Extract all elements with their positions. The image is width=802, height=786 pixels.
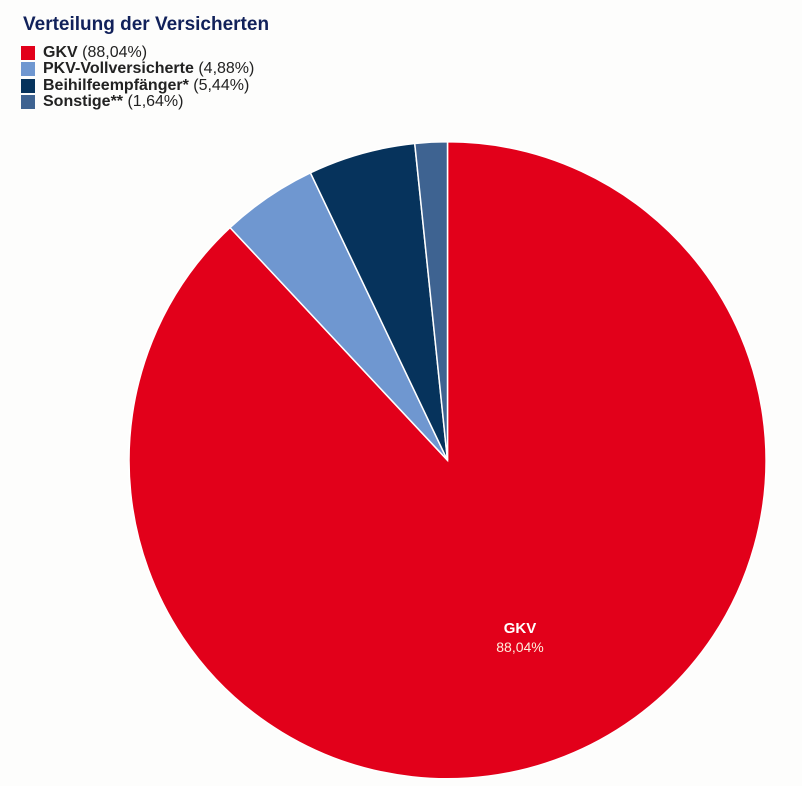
svg-text:88,04%: 88,04% [496, 639, 543, 655]
svg-text:GKV: GKV [504, 620, 537, 637]
